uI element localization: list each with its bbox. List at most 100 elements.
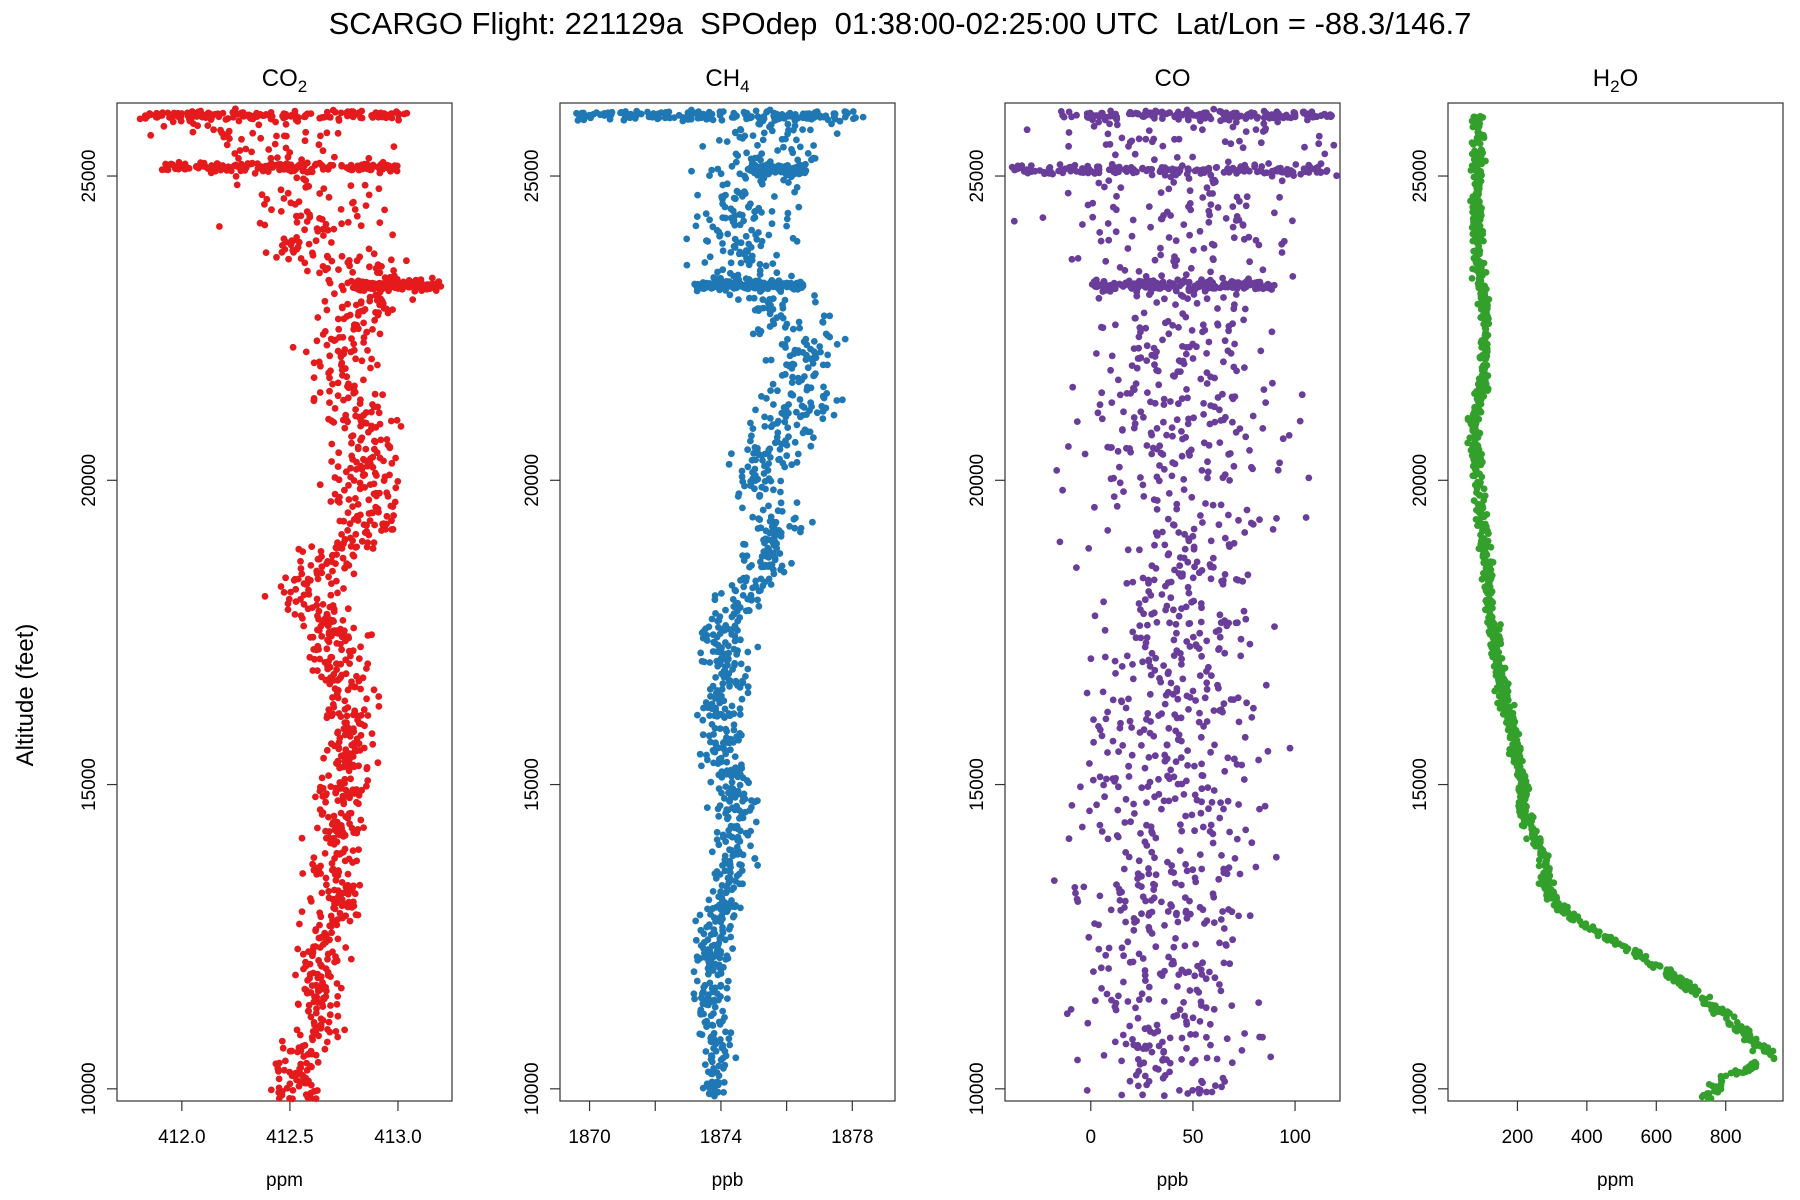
data-point (788, 146, 795, 153)
data-point (774, 429, 782, 436)
data-point (1123, 579, 1131, 587)
data-point (354, 501, 362, 508)
data-point (359, 278, 366, 286)
data-point (1242, 615, 1250, 623)
data-point (728, 778, 736, 786)
data-point (779, 314, 787, 322)
data-point (1222, 215, 1230, 222)
data-point (1222, 283, 1229, 291)
data-point (1102, 257, 1110, 265)
data-point (330, 608, 338, 615)
data-point (294, 945, 302, 953)
data-point (348, 741, 356, 749)
data-point (329, 818, 337, 826)
data-point (357, 685, 364, 693)
data-point (1216, 814, 1224, 822)
data-point (1196, 851, 1204, 858)
data-point (711, 712, 719, 720)
data-point (830, 113, 838, 121)
data-point (1128, 724, 1135, 731)
data-point (719, 240, 726, 247)
data-point (314, 824, 321, 832)
data-point (1171, 135, 1178, 143)
data-point (749, 330, 757, 338)
data-point (233, 181, 241, 189)
data-point (1143, 442, 1151, 449)
data-point (1180, 360, 1188, 368)
data-point (716, 699, 724, 707)
data-point (728, 162, 736, 170)
data-point (1150, 732, 1158, 740)
data-point (1197, 512, 1204, 519)
data-point (1065, 142, 1072, 150)
data-point (714, 268, 721, 276)
data-point (1287, 114, 1295, 122)
data-point (1222, 942, 1230, 949)
data-point (693, 213, 701, 221)
data-point (322, 220, 330, 228)
data-point (184, 109, 191, 117)
data-point (1129, 216, 1137, 224)
data-point (726, 739, 733, 747)
data-point (1321, 110, 1329, 118)
data-point (1115, 783, 1122, 791)
data-point (354, 445, 362, 453)
data-point (1179, 343, 1186, 350)
data-point (365, 496, 373, 504)
data-point (1153, 1021, 1161, 1029)
data-point (348, 682, 355, 690)
data-point (398, 285, 406, 293)
data-point (1132, 1004, 1139, 1012)
data-point (1073, 895, 1081, 903)
data-point (331, 826, 339, 834)
data-point (766, 310, 774, 318)
data-point (1173, 685, 1181, 692)
y-tick-label: 10000 (1410, 1062, 1431, 1115)
data-point (1116, 479, 1124, 487)
data-point (1196, 1018, 1204, 1025)
data-point (1189, 153, 1196, 161)
data-point (1193, 299, 1201, 307)
data-point (1241, 733, 1249, 741)
data-point (1138, 990, 1146, 998)
data-point (314, 575, 322, 583)
data-point (1235, 718, 1243, 726)
data-point (323, 645, 331, 653)
data-point (1185, 287, 1193, 295)
data-point (1235, 166, 1243, 173)
data-point (731, 659, 738, 667)
data-point (1095, 723, 1102, 730)
data-point (1112, 228, 1120, 236)
data-point (1161, 295, 1168, 303)
data-point (322, 798, 329, 806)
data-point (1107, 906, 1115, 914)
data-point (726, 857, 734, 865)
data-point (744, 463, 752, 471)
data-point (765, 446, 773, 454)
data-point (310, 998, 318, 1006)
data-point (1141, 596, 1149, 604)
data-point (331, 405, 339, 412)
data-point (204, 122, 212, 129)
data-point (1199, 959, 1206, 967)
data-point (1258, 163, 1266, 170)
data-point (1174, 983, 1181, 990)
data-point (317, 362, 324, 370)
data-point (1171, 711, 1179, 718)
data-point (317, 548, 325, 555)
data-point (706, 216, 713, 224)
data-point (738, 861, 745, 869)
data-point (743, 777, 751, 784)
data-point (338, 282, 346, 290)
data-point (353, 321, 361, 329)
data-point (1064, 189, 1072, 197)
data-point (718, 590, 725, 597)
data-point (341, 779, 348, 787)
data-point (1187, 1031, 1194, 1038)
data-point (1217, 501, 1225, 509)
data-point (277, 583, 285, 590)
data-point (344, 218, 352, 226)
data-point (158, 112, 166, 119)
data-point (364, 539, 372, 547)
